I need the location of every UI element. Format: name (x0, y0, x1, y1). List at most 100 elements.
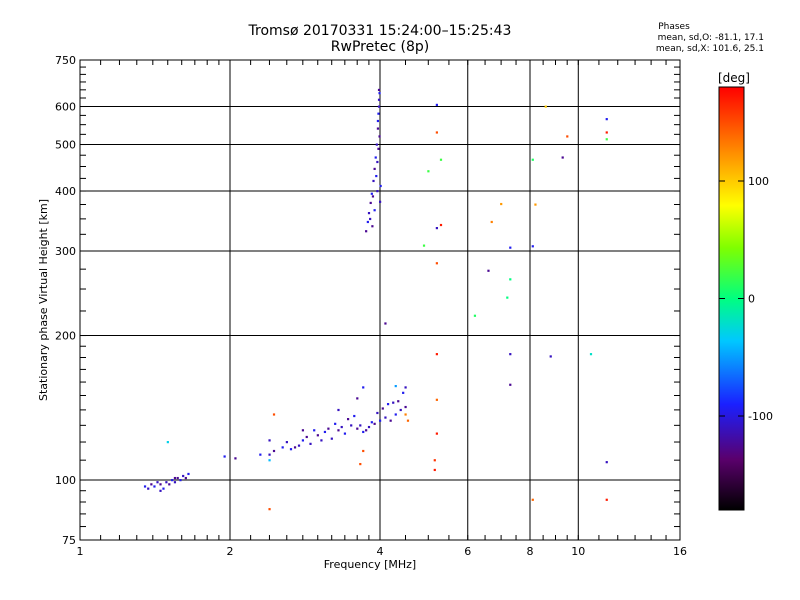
y-tick-label: 75 (62, 534, 76, 547)
data-point (313, 429, 316, 432)
data-point (433, 459, 436, 462)
data-point (376, 119, 380, 123)
data-point (605, 118, 608, 121)
data-point (184, 476, 187, 480)
data-point (353, 414, 356, 418)
data-point (187, 472, 190, 476)
data-point (334, 422, 337, 425)
data-point (182, 474, 185, 478)
data-point (268, 453, 271, 456)
data-point (375, 143, 378, 146)
y-tick-label: 400 (55, 185, 76, 198)
data-point (373, 422, 376, 425)
data-point (272, 449, 276, 453)
y-tick-label: 500 (55, 139, 76, 152)
data-point (509, 383, 512, 386)
data-point (362, 430, 365, 434)
data-point (384, 416, 387, 419)
data-point (293, 446, 297, 449)
data-point (370, 192, 373, 195)
data-point (372, 179, 375, 183)
data-point (268, 508, 271, 511)
data-point (366, 220, 369, 224)
x-tick-label: 8 (527, 545, 534, 558)
data-point (379, 419, 382, 422)
data-point (301, 439, 305, 442)
data-point (435, 353, 438, 356)
data-point (427, 170, 430, 173)
data-point (435, 131, 438, 134)
data-point (379, 184, 382, 188)
data-point (392, 401, 395, 404)
data-point (399, 408, 402, 412)
data-point (356, 427, 359, 430)
data-point (330, 437, 333, 440)
data-point (373, 209, 376, 212)
data-point (367, 425, 371, 429)
data-point (531, 498, 534, 501)
data-point (534, 203, 537, 206)
phases-summary: Phases mean, sd,O: -81.1, 17.1 mean, sd,… (584, 22, 764, 55)
data-point (168, 483, 171, 486)
chart-title: Tromsø 20170331 15:24:00–15:25:43 (248, 23, 512, 39)
x-tick-label: 2 (227, 545, 234, 558)
data-point (605, 138, 608, 141)
colorbar-tick-label: 0 (748, 293, 755, 306)
data-point (171, 479, 174, 482)
colorbar-tick-label: 100 (748, 175, 769, 188)
data-point (605, 498, 608, 501)
data-point (376, 127, 380, 130)
data-point (509, 278, 512, 281)
data-point (356, 397, 359, 400)
data-point (165, 481, 168, 484)
axis-titles: Frequency [MHz] Stationary phase Virtual … (37, 199, 416, 571)
chart-ticks (80, 60, 680, 540)
data-point (439, 223, 443, 227)
data-point (509, 353, 512, 356)
data-point (147, 487, 150, 490)
phases-x-line: mean, sd,X: 101.6, 25.1 (655, 44, 764, 54)
data-point (384, 322, 387, 325)
data-point (162, 487, 165, 490)
data-point (376, 160, 379, 164)
data-point (374, 156, 377, 159)
data-point (378, 135, 381, 138)
data-point (506, 296, 509, 299)
x-tick-label: 16 (673, 545, 687, 558)
data-point (367, 212, 371, 215)
x-tick-label: 4 (377, 545, 384, 558)
data-points (143, 88, 608, 511)
data-point (153, 485, 156, 488)
data-point (159, 483, 162, 486)
data-point (377, 98, 381, 101)
data-point (435, 432, 438, 435)
data-point (373, 167, 376, 171)
data-point (435, 103, 438, 106)
data-point (305, 435, 308, 439)
data-point (487, 269, 490, 272)
data-point (376, 411, 379, 415)
data-point (531, 158, 534, 161)
data-point (173, 476, 177, 480)
data-point (272, 413, 276, 416)
phases-o-line: mean, sd,O: -81.1, 17.1 (657, 33, 764, 43)
data-point (422, 244, 426, 247)
data-point (268, 459, 271, 462)
data-point (337, 429, 340, 432)
data-point (531, 245, 534, 248)
data-point (406, 419, 410, 422)
data-point (365, 230, 368, 233)
data-point (259, 453, 262, 456)
chart-tick-labels: 1 2 4 6 8 10 16 75 100 200 300 400 500 600 750 (55, 54, 687, 558)
data-point (268, 439, 271, 442)
data-point (350, 424, 353, 427)
data-point (173, 481, 177, 484)
data-point (605, 131, 608, 134)
chart-subtitle: RwPretec (8p) (330, 39, 430, 55)
data-point (359, 424, 362, 427)
colorbar-tick-label: -100 (748, 410, 773, 423)
data-point (566, 135, 569, 138)
data-point (289, 448, 293, 451)
data-point (343, 432, 347, 435)
